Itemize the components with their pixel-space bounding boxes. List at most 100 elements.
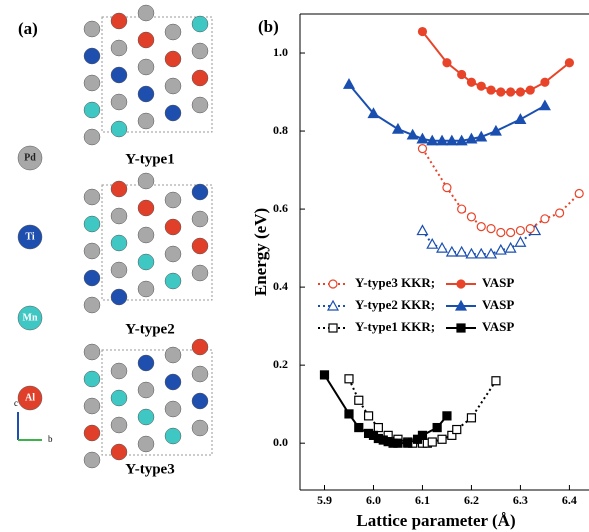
atom — [191, 237, 209, 255]
marker — [496, 227, 506, 238]
marker — [455, 245, 468, 257]
marker — [373, 422, 383, 433]
marker — [456, 279, 466, 289]
marker — [363, 411, 374, 421]
axis-letter: b — [48, 434, 53, 444]
marker — [445, 134, 458, 146]
structure-label: Y-type1 — [125, 151, 174, 167]
marker — [514, 113, 527, 124]
atom — [191, 264, 209, 282]
atom — [164, 23, 182, 41]
y-tick-label: 0.0 — [273, 435, 288, 449]
atom — [110, 12, 128, 30]
legend-label: Y-type2 KKR; — [355, 297, 435, 312]
marker — [417, 26, 428, 37]
marker — [432, 422, 442, 433]
atom — [164, 400, 182, 418]
atom — [110, 66, 128, 84]
element-label: Ti — [25, 231, 34, 242]
marker — [475, 130, 488, 142]
atom — [164, 77, 182, 95]
atom — [110, 443, 128, 461]
atom — [110, 416, 128, 434]
atom — [164, 427, 182, 445]
y-tick-label: 0.8 — [273, 123, 288, 137]
x-tick-label: 6.3 — [513, 493, 528, 507]
atom — [110, 93, 128, 111]
marker — [506, 227, 516, 238]
atom — [83, 242, 101, 260]
marker — [445, 245, 458, 257]
atom — [110, 261, 128, 279]
legend-label: Y-type3 KKR; — [355, 275, 435, 290]
atom — [137, 112, 155, 130]
marker — [416, 224, 429, 236]
y-axis-label: Energy (eV) — [251, 208, 270, 296]
marker — [555, 208, 565, 218]
atom — [191, 210, 209, 228]
marker — [486, 223, 496, 234]
marker — [354, 395, 364, 405]
panel-label: (a) — [18, 19, 38, 38]
atom — [137, 253, 155, 271]
atom — [83, 101, 101, 119]
marker — [514, 236, 527, 247]
legend-label: VASP — [482, 297, 514, 312]
marker — [564, 58, 575, 68]
marker — [465, 132, 478, 144]
atom — [110, 234, 128, 252]
marker — [344, 374, 354, 384]
atom — [110, 207, 128, 225]
marker — [417, 144, 428, 154]
marker — [417, 430, 428, 440]
atom — [83, 343, 101, 361]
atom — [137, 435, 155, 453]
marker — [456, 323, 466, 333]
marker — [540, 77, 550, 87]
atom — [83, 397, 101, 415]
atom — [110, 362, 128, 380]
marker — [416, 132, 429, 144]
panel-label: (b) — [258, 17, 279, 36]
marker — [326, 299, 340, 311]
atom — [137, 280, 155, 298]
marker — [342, 77, 356, 89]
x-tick-label: 6.2 — [464, 493, 479, 507]
atom — [164, 272, 182, 290]
marker — [427, 437, 437, 447]
atom — [137, 408, 155, 426]
marker — [457, 69, 467, 80]
marker — [504, 241, 517, 253]
marker — [436, 134, 449, 146]
marker — [574, 188, 584, 199]
marker — [496, 87, 506, 97]
atom — [83, 20, 101, 38]
marker — [466, 77, 477, 87]
unit-cell — [101, 184, 213, 301]
marker — [475, 247, 488, 259]
marker — [367, 107, 380, 119]
atom — [164, 245, 182, 263]
atom — [17, 145, 43, 171]
marker — [426, 237, 439, 249]
marker — [403, 438, 413, 448]
unit-cell — [101, 16, 213, 133]
marker — [437, 434, 447, 444]
atom — [191, 419, 209, 437]
marker — [328, 279, 338, 289]
atom — [83, 269, 101, 287]
marker — [476, 81, 486, 91]
marker — [447, 430, 457, 440]
atom — [191, 96, 209, 114]
marker — [344, 409, 354, 419]
marker — [328, 323, 338, 333]
atom — [110, 39, 128, 57]
legend-label: Y-type1 KKR; — [355, 319, 435, 334]
element-label: Al — [25, 392, 35, 403]
marker — [525, 223, 535, 234]
atom — [137, 381, 155, 399]
marker — [436, 241, 449, 253]
marker — [466, 212, 477, 222]
atom — [83, 296, 101, 314]
